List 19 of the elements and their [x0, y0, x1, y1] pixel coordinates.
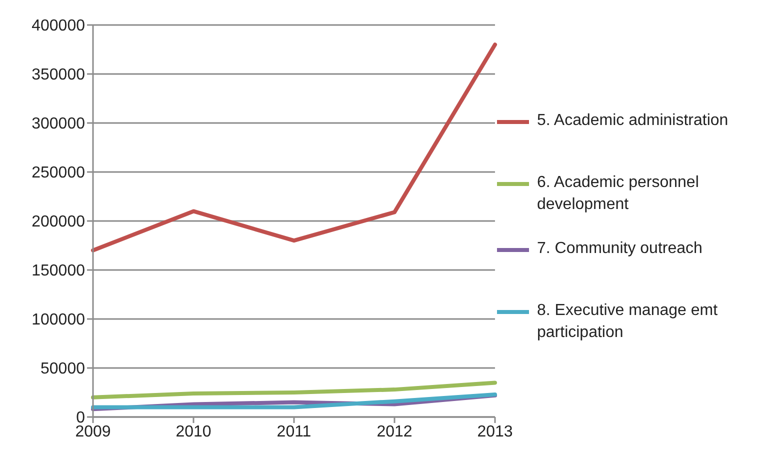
x-tick-label: 2011 [276, 423, 312, 440]
legend-label: 6. Academic personnel development [537, 172, 700, 214]
legend-label: 5. Academic administration [537, 110, 730, 130]
x-tick-label: 2009 [75, 423, 111, 440]
legend-label: 7. Community outreach [537, 238, 704, 258]
x-tick-label: 2013 [477, 423, 513, 440]
y-tick-label: 400000 [32, 18, 86, 35]
y-tick-label: 100000 [32, 312, 86, 329]
y-tick-label: 250000 [32, 164, 86, 182]
y-tick-label: 50000 [40, 360, 86, 378]
legend-label: 8. Executive manage emt participation [537, 300, 719, 342]
y-tick-label: 350000 [32, 66, 86, 84]
y-tick-label: 300000 [32, 116, 86, 133]
line-series [91, 380, 497, 400]
x-tick-label: 2012 [376, 423, 412, 440]
y-tick-label: 200000 [32, 214, 86, 231]
x-tick-label: 2010 [176, 423, 212, 440]
y-tick-label: 150000 [32, 262, 86, 280]
line-series [91, 42, 497, 252]
